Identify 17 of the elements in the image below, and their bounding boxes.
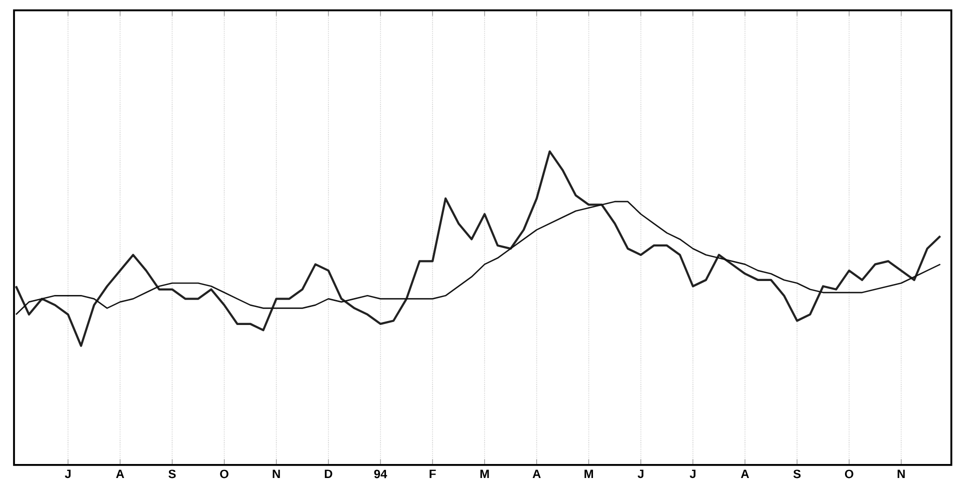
x-tick-label: J [690,470,696,478]
x-tick-label: O [844,470,854,478]
x-tick-label: A [740,470,749,478]
x-tick-label: J [638,470,644,478]
x-tick-label: F [430,470,436,478]
x-tick-label: M [480,470,489,478]
x-tick-label: S [793,470,801,478]
x-tick-label: 94 [374,470,388,478]
x-tick-label: S [168,470,176,478]
x-tick-label: A [116,470,124,478]
x-tick-label: J [64,470,71,478]
x-tick-label: N [272,470,280,478]
x-tick-label: M [584,470,593,478]
x-tick-label: D [324,470,332,478]
x-tick-label: N [898,470,905,478]
x-tick-label: O [220,470,228,478]
x-tick-label: A [532,470,541,478]
